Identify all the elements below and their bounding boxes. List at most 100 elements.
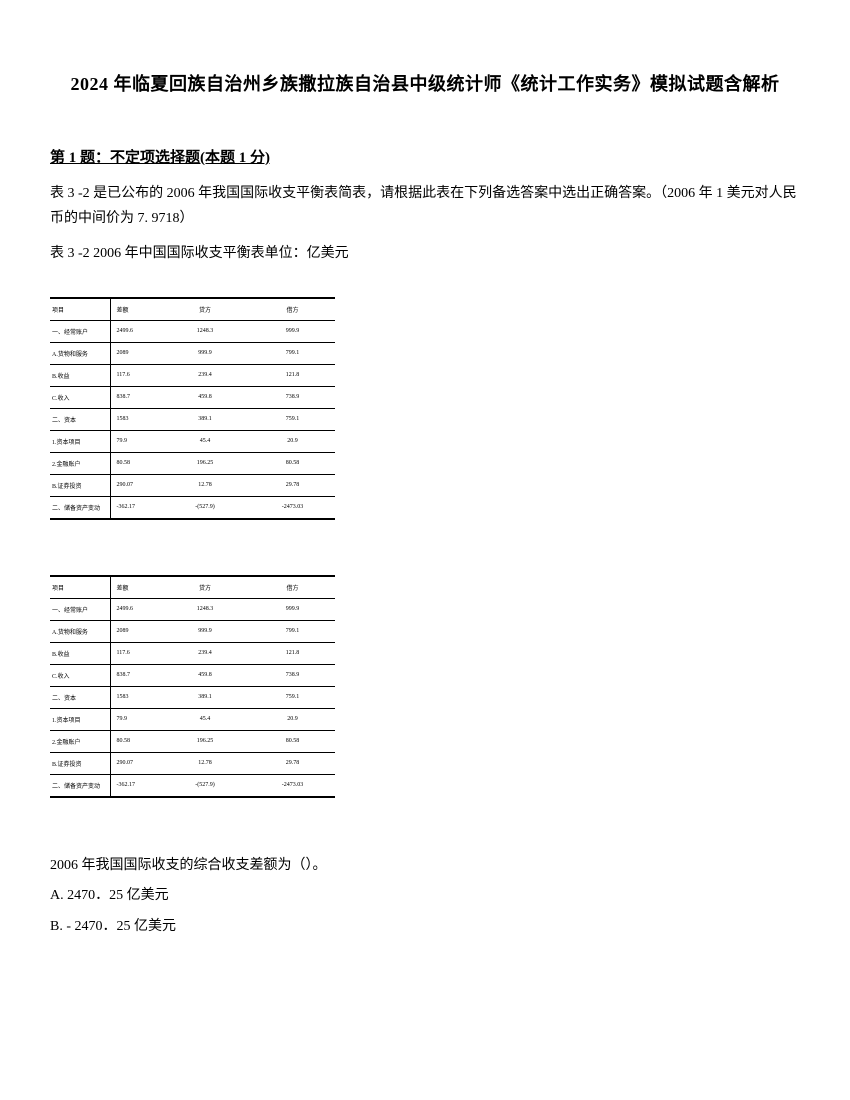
option-a: A. 2470．25 亿美元	[50, 883, 800, 910]
table-cell: 贷方	[160, 298, 250, 321]
table-cell: 239.4	[160, 642, 250, 664]
table-cell: 1248.3	[160, 598, 250, 620]
table-row: 项目 差额 贷方 借方	[50, 576, 335, 599]
table-cell: 389.1	[160, 408, 250, 430]
table-cell: 459.8	[160, 386, 250, 408]
table-cell: 项目	[50, 576, 110, 599]
table-cell: 项目	[50, 298, 110, 321]
table-cell: 80.58	[250, 452, 335, 474]
table-row: A.货物和服务 2089 999.9 799.1	[50, 342, 335, 364]
table-cell: 239.4	[160, 364, 250, 386]
table-cell: 80.58	[250, 730, 335, 752]
table-cell: 1.资本项目	[50, 708, 110, 730]
table-cell: 20.9	[250, 708, 335, 730]
table-cell: 799.1	[250, 342, 335, 364]
page-title: 2024 年临夏回族自治州乡族撒拉族自治县中级统计师《统计工作实务》模拟试题含解…	[50, 70, 800, 96]
table-row: 一、经常账户 2499.6 1248.3 999.9	[50, 598, 335, 620]
table-row: B.证券投资 290.07 12.78 29.78	[50, 474, 335, 496]
table-cell: 117.6	[110, 642, 160, 664]
table-row: 二、资本 1583 389.1 759.1	[50, 408, 335, 430]
table-row: C.收入 838.7 459.8 738.9	[50, 386, 335, 408]
table-cell: 121.8	[250, 364, 335, 386]
table-cell: C.收入	[50, 664, 110, 686]
table-cell: 20.9	[250, 430, 335, 452]
table-cell: 389.1	[160, 686, 250, 708]
table-cell: 2499.6	[110, 320, 160, 342]
table-cell: 12.78	[160, 474, 250, 496]
question-intro-1: 表 3 -2 是已公布的 2006 年我国国际收支平衡表简表，请根据此表在下列备…	[50, 181, 800, 231]
table-cell: 80.58	[110, 730, 160, 752]
table-cell: 2499.6	[110, 598, 160, 620]
table-cell: 二、资本	[50, 408, 110, 430]
table-cell: 838.7	[110, 386, 160, 408]
table-row: 2.金融账户 80.58 196.25 80.58	[50, 730, 335, 752]
table-row: C.收入 838.7 459.8 738.9	[50, 664, 335, 686]
table-cell: 117.6	[110, 364, 160, 386]
table-cell: B.收益	[50, 642, 110, 664]
table-cell: -2473.03	[250, 496, 335, 519]
table-cell: -362.17	[110, 496, 160, 519]
table-row: 二、资本 1583 389.1 759.1	[50, 686, 335, 708]
table-cell: 差额	[110, 298, 160, 321]
table-cell: 一、经常账户	[50, 320, 110, 342]
table-cell: 1.资本项目	[50, 430, 110, 452]
table-cell: B.收益	[50, 364, 110, 386]
table-cell: -362.17	[110, 774, 160, 797]
table-cell: A.货物和服务	[50, 620, 110, 642]
table-cell: 738.9	[250, 664, 335, 686]
table-cell: C.收入	[50, 386, 110, 408]
table-cell: 196.25	[160, 452, 250, 474]
table-cell: 差额	[110, 576, 160, 599]
question-prompt: 2006 年我国国际收支的综合收支差额为（）。	[50, 853, 800, 880]
table-cell: 738.9	[250, 386, 335, 408]
table-cell: 79.9	[110, 708, 160, 730]
table-cell: 196.25	[160, 730, 250, 752]
table-cell: 121.8	[250, 642, 335, 664]
table-row: B.证券投资 290.07 12.78 29.78	[50, 752, 335, 774]
table-cell: 贷方	[160, 576, 250, 599]
table-cell: 759.1	[250, 686, 335, 708]
table-cell: 999.9	[160, 620, 250, 642]
table-cell: 80.58	[110, 452, 160, 474]
table-cell: 借方	[250, 576, 335, 599]
table-row: 二、储备资产变动 -362.17 -(527.9) -2473.03	[50, 774, 335, 797]
table-cell: 2089	[110, 342, 160, 364]
table-cell: 二、储备资产变动	[50, 774, 110, 797]
table-cell: 799.1	[250, 620, 335, 642]
table-cell: A.货物和服务	[50, 342, 110, 364]
table-row: 一、经常账户 2499.6 1248.3 999.9	[50, 320, 335, 342]
table-row: B.收益 117.6 239.4 121.8	[50, 364, 335, 386]
table-row: 1.资本项目 79.9 45.4 20.9	[50, 708, 335, 730]
question-intro-2: 表 3 -2 2006 年中国国际收支平衡表单位：亿美元	[50, 241, 800, 266]
table-cell: -(527.9)	[160, 774, 250, 797]
table-cell: 759.1	[250, 408, 335, 430]
table-row: B.收益 117.6 239.4 121.8	[50, 642, 335, 664]
table-cell: 2.金融账户	[50, 730, 110, 752]
table-row: A.货物和服务 2089 999.9 799.1	[50, 620, 335, 642]
table-cell: 1248.3	[160, 320, 250, 342]
table-row: 2.金融账户 80.58 196.25 80.58	[50, 452, 335, 474]
balance-table-2: 项目 差额 贷方 借方 一、经常账户 2499.6 1248.3 999.9 A…	[50, 575, 335, 798]
table-row: 项目 差额 贷方 借方	[50, 298, 335, 321]
table-cell: B.证券投资	[50, 752, 110, 774]
table-cell: 借方	[250, 298, 335, 321]
table-row: 1.资本项目 79.9 45.4 20.9	[50, 430, 335, 452]
table-cell: 45.4	[160, 708, 250, 730]
balance-table-1: 项目 差额 贷方 借方 一、经常账户 2499.6 1248.3 999.9 A…	[50, 297, 335, 520]
question-header: 第 1 题：不定项选择题(本题 1 分)	[50, 146, 800, 167]
table-cell: 29.78	[250, 474, 335, 496]
table-cell: 29.78	[250, 752, 335, 774]
table-cell: 一、经常账户	[50, 598, 110, 620]
table-row: 二、储备资产变动 -362.17 -(527.9) -2473.03	[50, 496, 335, 519]
table-cell: 290.07	[110, 474, 160, 496]
table-cell: 1583	[110, 408, 160, 430]
table-cell: -2473.03	[250, 774, 335, 797]
table-cell: 999.9	[160, 342, 250, 364]
table-cell: 二、储备资产变动	[50, 496, 110, 519]
table-cell: 45.4	[160, 430, 250, 452]
table-cell: 12.78	[160, 752, 250, 774]
table-cell: 2.金融账户	[50, 452, 110, 474]
table-cell: 二、资本	[50, 686, 110, 708]
table-cell: 459.8	[160, 664, 250, 686]
table-cell: 999.9	[250, 598, 335, 620]
